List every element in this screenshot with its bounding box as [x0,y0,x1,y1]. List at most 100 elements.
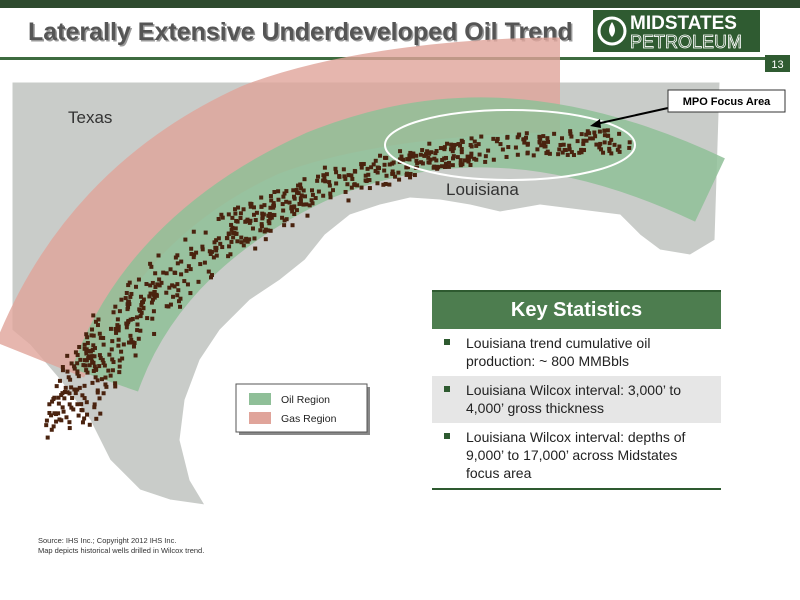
well [82,358,87,363]
well [209,249,214,254]
state-label: Texas [68,108,112,127]
well [130,340,135,345]
well [606,133,611,138]
key-statistics-title: Key Statistics [432,292,721,329]
well [459,147,464,152]
well [156,253,161,258]
well [289,206,294,211]
well [328,195,333,200]
well [579,147,584,152]
well [259,222,264,227]
well [152,331,157,336]
well [342,174,347,179]
well [284,189,289,194]
well [442,147,447,152]
well [101,391,106,396]
well [91,368,96,373]
well [506,145,511,150]
well [282,191,287,196]
well [504,154,509,159]
well [87,363,92,368]
well [410,154,415,159]
well [375,165,380,170]
well [393,174,398,179]
well [113,381,118,386]
well [136,336,141,341]
well [546,139,551,144]
well [85,370,90,375]
well [292,211,297,216]
well [383,155,388,160]
well [84,347,89,352]
well [575,139,580,144]
well [593,134,598,139]
well [577,150,582,155]
well [390,169,395,174]
well [73,350,78,355]
well [198,262,203,267]
well [405,157,410,162]
well [129,291,134,296]
well [213,245,218,250]
well [65,353,70,358]
well [79,408,84,413]
well [396,170,401,175]
well [315,178,320,183]
well [236,205,241,210]
well [381,182,386,187]
well [515,135,520,140]
well [268,205,273,210]
well [226,212,231,217]
well [581,138,586,143]
key-statistics-list: Louisiana trend cumulative oil productio… [432,329,721,488]
well [148,291,153,296]
well [191,255,196,260]
legend-swatch [249,393,271,405]
well [202,260,207,265]
well [486,148,491,153]
well [141,297,146,302]
well [321,173,326,178]
well [282,223,287,228]
well [92,405,97,410]
well [602,133,607,138]
well [175,282,180,287]
well [149,300,154,305]
well [282,218,287,223]
well [68,377,73,382]
well [375,170,380,175]
well [399,154,404,159]
well [151,309,156,314]
wells [44,128,632,440]
well [458,161,463,166]
well [124,321,129,326]
callout-arrowhead [590,119,601,128]
well [607,146,612,151]
legend-label: Gas Region [281,413,337,425]
well [476,142,481,147]
well [414,158,419,163]
well [220,215,225,220]
well [460,139,465,144]
well [228,252,233,257]
well [322,175,327,180]
well [84,351,89,356]
well [561,142,566,147]
well [61,409,66,414]
well [491,157,496,162]
logo-drop [609,22,615,37]
logo-box [593,10,760,52]
well [159,280,164,285]
well [428,157,433,162]
well [231,235,236,240]
well [446,164,451,169]
well [260,216,265,221]
well [127,280,132,285]
well [343,189,348,194]
well [149,264,154,269]
well [103,375,108,380]
well [90,380,95,385]
well [188,267,193,272]
well [153,284,158,289]
well [287,200,292,205]
